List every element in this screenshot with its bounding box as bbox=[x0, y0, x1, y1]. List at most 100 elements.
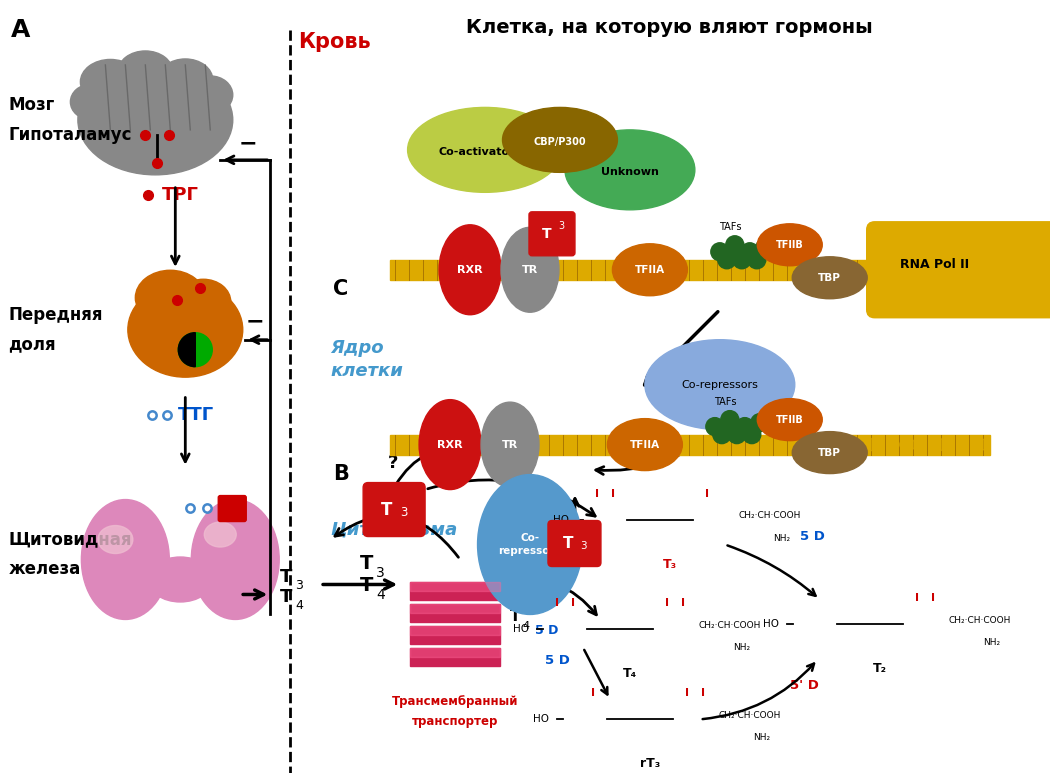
Text: железа: железа bbox=[8, 560, 81, 578]
Text: 4: 4 bbox=[522, 622, 529, 632]
Ellipse shape bbox=[900, 439, 916, 450]
Text: I: I bbox=[591, 688, 595, 698]
Text: TAFs: TAFs bbox=[718, 222, 741, 231]
Ellipse shape bbox=[175, 279, 231, 324]
Circle shape bbox=[742, 426, 761, 444]
Text: Трансмембранный: Трансмембранный bbox=[392, 695, 519, 708]
Ellipse shape bbox=[128, 283, 243, 377]
Text: TFIIA: TFIIA bbox=[635, 265, 665, 275]
Circle shape bbox=[718, 251, 736, 269]
Text: T: T bbox=[510, 609, 521, 625]
Text: T₃: T₃ bbox=[663, 557, 677, 570]
Ellipse shape bbox=[481, 402, 539, 487]
Text: 5 D: 5 D bbox=[536, 625, 559, 638]
Ellipse shape bbox=[503, 108, 617, 173]
Text: T₄: T₄ bbox=[623, 667, 637, 680]
Ellipse shape bbox=[478, 474, 583, 615]
Text: TBP: TBP bbox=[818, 447, 841, 457]
Text: CBP/P300: CBP/P300 bbox=[533, 137, 586, 147]
Text: T: T bbox=[360, 554, 374, 574]
FancyBboxPatch shape bbox=[866, 222, 1050, 317]
Text: Гипоталамус: Гипоталамус bbox=[8, 126, 132, 144]
Ellipse shape bbox=[971, 439, 988, 450]
Text: HO: HO bbox=[513, 625, 529, 635]
Text: RXR: RXR bbox=[457, 265, 483, 275]
Text: I: I bbox=[680, 598, 685, 608]
Text: NH₂: NH₂ bbox=[733, 643, 751, 652]
Circle shape bbox=[751, 413, 769, 432]
Ellipse shape bbox=[565, 130, 695, 210]
Text: −: − bbox=[246, 312, 265, 332]
Wedge shape bbox=[178, 333, 195, 367]
Text: A: A bbox=[10, 18, 29, 42]
FancyBboxPatch shape bbox=[218, 495, 247, 522]
Ellipse shape bbox=[70, 84, 110, 119]
Text: NH₂: NH₂ bbox=[753, 733, 771, 742]
Text: T: T bbox=[542, 227, 552, 241]
Text: 4: 4 bbox=[376, 588, 385, 602]
Text: Co-activators: Co-activators bbox=[439, 147, 522, 157]
Bar bbox=[411, 626, 500, 635]
Ellipse shape bbox=[827, 439, 844, 450]
Circle shape bbox=[706, 418, 723, 436]
Bar bbox=[411, 649, 500, 657]
Text: 3: 3 bbox=[295, 580, 303, 592]
Circle shape bbox=[736, 418, 754, 436]
Ellipse shape bbox=[608, 419, 682, 471]
Text: ?: ? bbox=[387, 454, 398, 471]
Ellipse shape bbox=[792, 439, 807, 450]
Text: I: I bbox=[915, 594, 919, 604]
Text: 5' D: 5' D bbox=[543, 519, 572, 533]
Text: HO: HO bbox=[762, 619, 779, 629]
Text: B: B bbox=[333, 464, 349, 484]
Circle shape bbox=[741, 243, 759, 261]
Ellipse shape bbox=[757, 399, 822, 440]
Text: TFIIB: TFIIB bbox=[776, 415, 803, 425]
Text: Co-repressors: Co-repressors bbox=[681, 380, 758, 389]
Ellipse shape bbox=[793, 432, 867, 474]
Text: T: T bbox=[280, 588, 293, 607]
Ellipse shape bbox=[407, 108, 563, 192]
Text: HO: HO bbox=[533, 714, 549, 724]
Text: 3: 3 bbox=[376, 567, 385, 580]
Ellipse shape bbox=[612, 244, 688, 296]
Text: Цитоплазма: Цитоплазма bbox=[330, 521, 458, 539]
Circle shape bbox=[726, 236, 743, 254]
Text: TBP: TBP bbox=[818, 272, 841, 283]
Text: TR: TR bbox=[502, 440, 518, 450]
Circle shape bbox=[728, 426, 746, 444]
Circle shape bbox=[748, 251, 765, 269]
Text: HO: HO bbox=[553, 515, 569, 525]
Ellipse shape bbox=[645, 340, 795, 430]
Text: I: I bbox=[611, 488, 615, 498]
Bar bbox=[411, 626, 500, 645]
Ellipse shape bbox=[188, 76, 233, 114]
Circle shape bbox=[713, 426, 731, 444]
Circle shape bbox=[711, 243, 729, 261]
Circle shape bbox=[733, 251, 751, 269]
Text: 3: 3 bbox=[400, 505, 407, 519]
Text: 3: 3 bbox=[580, 540, 587, 550]
Circle shape bbox=[756, 239, 774, 257]
Text: TAFs: TAFs bbox=[714, 396, 736, 406]
Text: I: I bbox=[595, 488, 598, 498]
Text: CH₂·CH·COOH: CH₂·CH·COOH bbox=[699, 621, 761, 630]
Text: ТРГ: ТРГ bbox=[163, 186, 200, 204]
Text: T: T bbox=[360, 577, 374, 595]
Bar bbox=[411, 604, 500, 614]
Text: I: I bbox=[700, 688, 705, 698]
Text: транспортер: транспортер bbox=[412, 715, 499, 728]
Ellipse shape bbox=[78, 65, 233, 175]
Text: I: I bbox=[665, 598, 669, 608]
Text: TR: TR bbox=[522, 265, 538, 275]
Text: 5 D: 5 D bbox=[800, 529, 824, 543]
Text: Unknown: Unknown bbox=[601, 167, 658, 176]
Text: I: I bbox=[571, 598, 575, 608]
Ellipse shape bbox=[191, 499, 279, 619]
Text: I: I bbox=[930, 594, 934, 604]
Bar bbox=[391, 260, 989, 279]
Ellipse shape bbox=[793, 257, 867, 299]
Text: 3: 3 bbox=[558, 221, 564, 231]
Ellipse shape bbox=[864, 439, 880, 450]
Ellipse shape bbox=[205, 522, 236, 547]
